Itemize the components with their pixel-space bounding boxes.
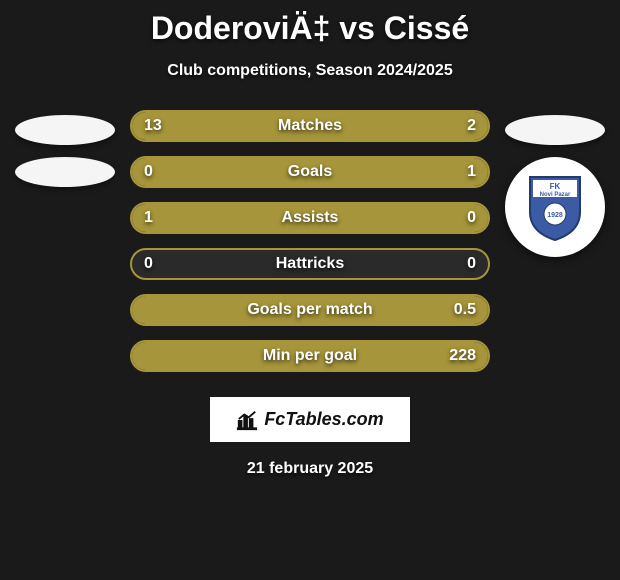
stat-label: Matches xyxy=(132,117,488,135)
comparison-bars: 132Matches 01Goals 10Assists 00Hattricks 0.5… xyxy=(130,110,490,372)
left-team-badge-top xyxy=(15,115,115,145)
date-label: 21 february 2025 xyxy=(0,460,620,478)
page-title: DoderoviÄ‡ vs Cissé xyxy=(0,10,620,47)
stat-label: Goals per match xyxy=(132,301,488,319)
right-team-badge-top xyxy=(505,115,605,145)
watermark-chart-icon xyxy=(236,409,258,431)
shield-text-top: FK xyxy=(550,182,561,191)
right-team-club-badge: FK Novi Pazar 1928 xyxy=(505,157,605,257)
stat-label: Hattricks xyxy=(132,255,488,273)
stat-row: 10Assists xyxy=(130,202,490,234)
stat-row: 0.5Goals per match xyxy=(130,294,490,326)
stat-row: 00Hattricks xyxy=(130,248,490,280)
right-badge-column: FK Novi Pazar 1928 xyxy=(500,110,610,257)
subtitle: Club competitions, Season 2024/2025 xyxy=(0,62,620,80)
left-badge-column xyxy=(10,110,120,187)
stat-label: Goals xyxy=(132,163,488,181)
watermark: FcTables.com xyxy=(210,397,410,442)
stat-row: 228Min per goal xyxy=(130,340,490,372)
stat-row: 132Matches xyxy=(130,110,490,142)
shield-text-mid: Novi Pazar xyxy=(540,192,571,198)
shield-year: 1928 xyxy=(547,212,563,219)
watermark-text: FcTables.com xyxy=(264,409,383,430)
left-team-badge-bottom xyxy=(15,157,115,187)
stat-row: 01Goals xyxy=(130,156,490,188)
stat-label: Min per goal xyxy=(132,347,488,365)
club-shield-icon: FK Novi Pazar 1928 xyxy=(525,172,585,242)
stat-label: Assists xyxy=(132,209,488,227)
stats-wrapper: 132Matches 01Goals 10Assists 00Hattricks 0.5… xyxy=(0,110,620,372)
